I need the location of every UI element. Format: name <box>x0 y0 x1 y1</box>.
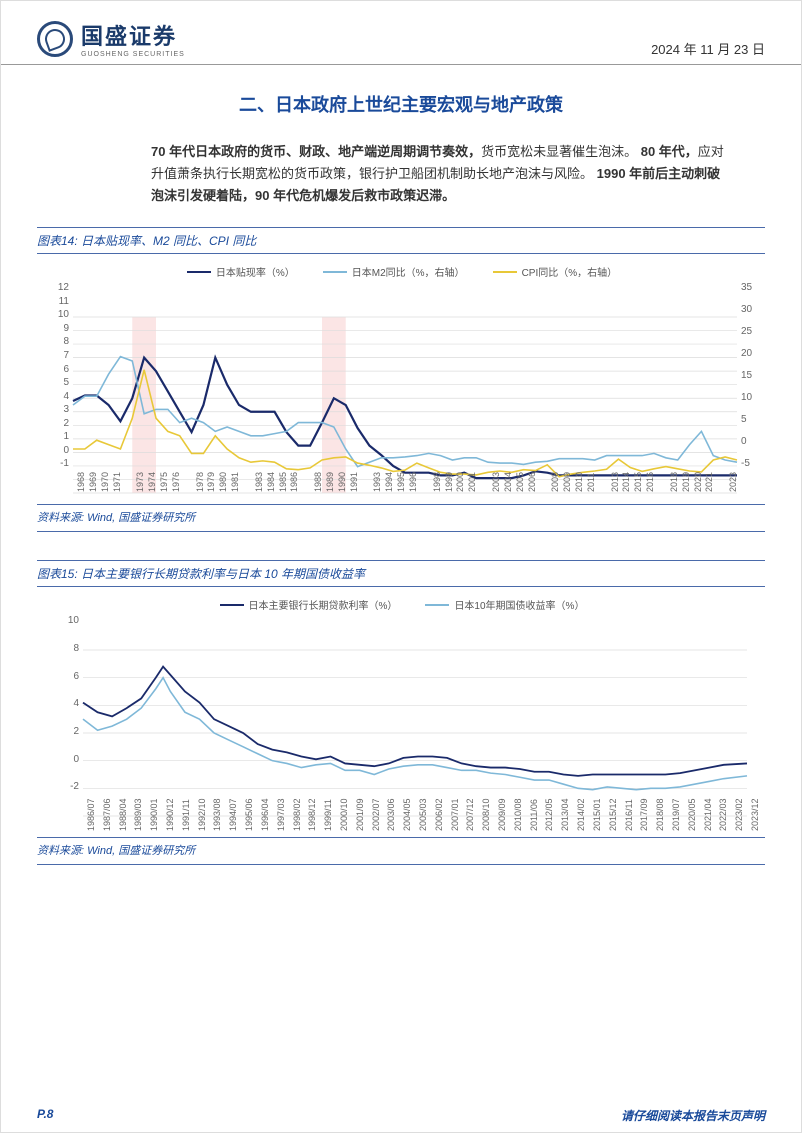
footer-disclaimer: 请仔细阅读本报告末页声明 <box>621 1107 765 1124</box>
intro-bold-1: 70 年代日本政府的货币、财政、地产端逆周期调节奏效， <box>151 144 481 159</box>
section-title: 二、日本政府上世纪主要宏观与地产政策 <box>1 91 801 117</box>
chart-15-title: 图表15: 日本主要银行长期贷款利率与日本 10 年期国债收益率 <box>37 560 765 587</box>
chart-14-title: 图表14: 日本贴现率、M2 同比、CPI 同比 <box>37 227 765 254</box>
intro-paragraph: 70 年代日本政府的货币、财政、地产端逆周期调节奏效，货币宽松未显著催生泡沫。 … <box>1 141 801 207</box>
report-date: 2024 年 11 月 23 日 <box>651 39 765 58</box>
brand-subtitle: GUOSHENG SECURITIES <box>81 51 185 58</box>
intro-rest-1: 货币宽松未显著催生泡沫。 <box>481 144 637 159</box>
page-number: P.8 <box>37 1107 53 1124</box>
chart-14-block: 图表14: 日本贴现率、M2 同比、CPI 同比 日本贴现率（%）日本M2同比（… <box>37 227 765 532</box>
brand-name: 国盛证券 <box>81 19 185 51</box>
page-header: 国盛证券 GUOSHENG SECURITIES 2024 年 11 月 23 … <box>1 1 801 65</box>
page-footer: P.8 请仔细阅读本报告末页声明 <box>1 1099 801 1132</box>
logo-icon <box>37 21 73 57</box>
intro-bold-2: 80 年代， <box>641 144 698 159</box>
chart-15-block: 图表15: 日本主要银行长期贷款利率与日本 10 年期国债收益率 日本主要银行长… <box>37 560 765 865</box>
chart-14-canvas: 日本贴现率（%）日本M2同比（%，右轴）CPI同比（%，右轴）-10123456… <box>37 254 767 504</box>
logo-block: 国盛证券 GUOSHENG SECURITIES <box>37 19 185 58</box>
chart-15-canvas: 日本主要银行长期贷款利率（%）日本10年期国债收益率（%）-2024681019… <box>37 587 767 837</box>
